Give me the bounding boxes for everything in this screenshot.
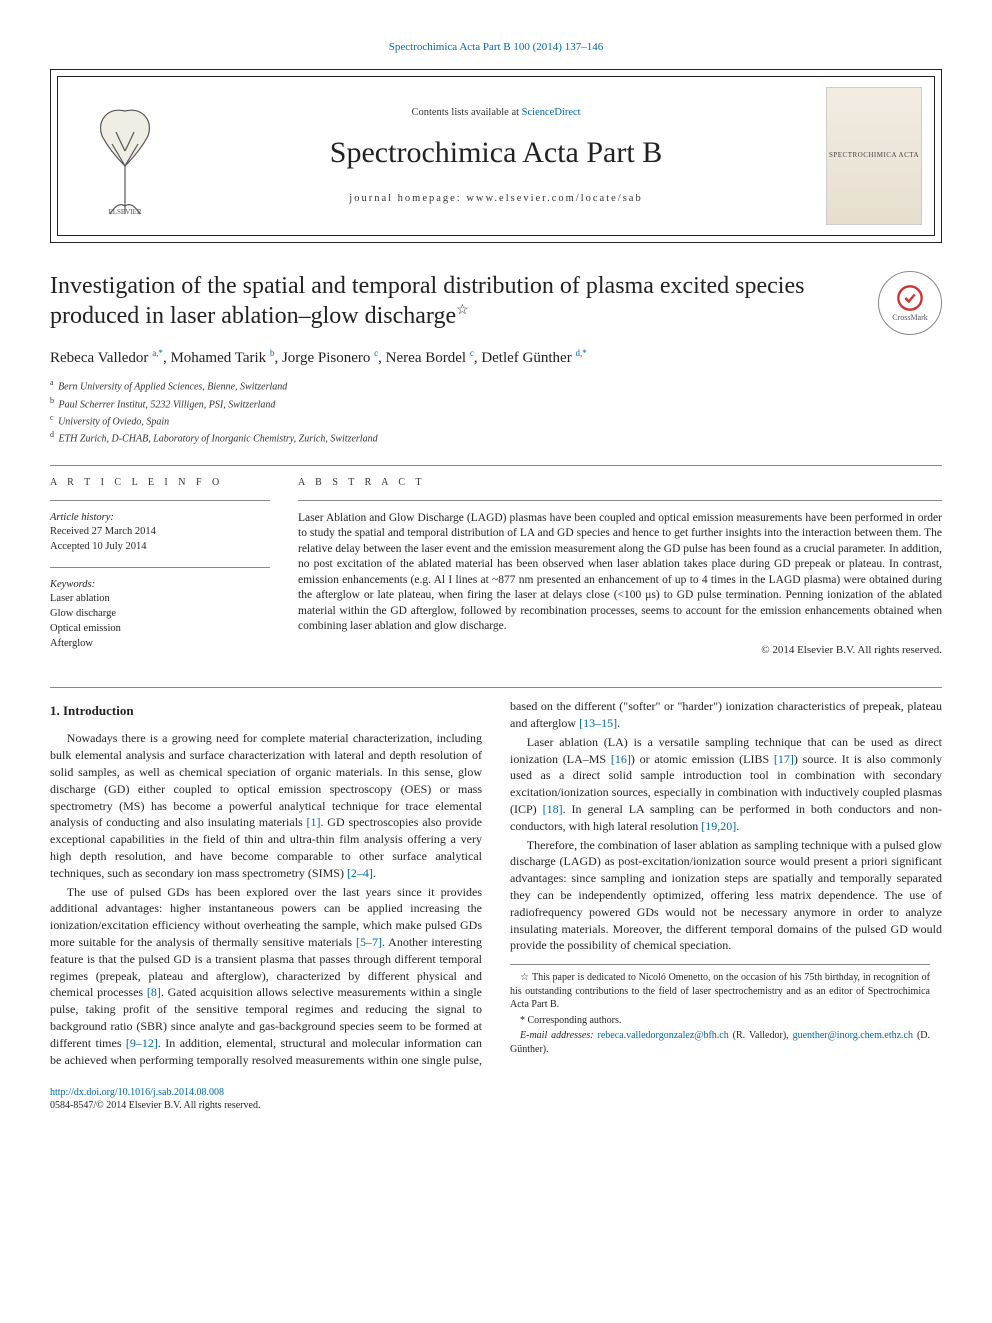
keyword-item: Glow discharge (50, 607, 270, 622)
keyword-item: Laser ablation (50, 592, 270, 607)
title-footnote-star: ☆ (456, 303, 469, 318)
abstract-text: Laser Ablation and Glow Discharge (LAGD)… (298, 511, 942, 635)
article-history-label: Article history: (50, 511, 270, 526)
paragraph: Therefore, the combination of laser abla… (510, 837, 942, 955)
doi-link[interactable]: http://dx.doi.org/10.1016/j.sab.2014.08.… (50, 1087, 224, 1098)
reference-link[interactable]: [19,20] (701, 819, 736, 833)
reference-link[interactable]: [17] (774, 752, 794, 766)
body-two-column: 1. Introduction Nowadays there is a grow… (50, 698, 942, 1068)
article-title: Investigation of the spatial and tempora… (50, 271, 830, 331)
cover-label: SPECTROCHIMICA ACTA (829, 151, 919, 161)
reference-link[interactable]: [9–12] (126, 1036, 158, 1050)
dedication-text: This paper is dedicated to Nicoló Omenet… (510, 972, 930, 1010)
paragraph: Nowadays there is a growing need for com… (50, 730, 482, 881)
svg-text:ELSEVIER: ELSEVIER (108, 208, 141, 216)
citation-header: Spectrochimica Acta Part B 100 (2014) 13… (50, 40, 942, 55)
divider-rule (50, 465, 942, 466)
reference-link[interactable]: [16] (611, 752, 631, 766)
elsevier-logo: ELSEVIER (70, 87, 180, 225)
journal-cover-thumbnail: SPECTROCHIMICA ACTA (826, 87, 922, 225)
footnotes-block: ☆ This paper is dedicated to Nicoló Omen… (510, 964, 930, 1056)
reference-link[interactable]: [2–4] (347, 866, 373, 880)
keywords-label: Keywords: (50, 578, 270, 593)
paragraph: Laser ablation (LA) is a versatile sampl… (510, 734, 942, 835)
email-link-2[interactable]: guenther@inorg.chem.ethz.ch (793, 1030, 913, 1041)
keyword-item: Afterglow (50, 637, 270, 652)
elsevier-tree-icon: ELSEVIER (80, 96, 170, 216)
article-info-column: A R T I C L E I N F O Article history: R… (50, 476, 270, 664)
received-date: Received 27 March 2014 (50, 525, 270, 540)
journal-homepage-url[interactable]: www.elsevier.com/locate/sab (466, 193, 642, 204)
issn-copyright-line: 0584-8547/© 2014 Elsevier B.V. All right… (50, 1100, 260, 1111)
citation-link[interactable]: Spectrochimica Acta Part B 100 (2014) 13… (389, 41, 603, 53)
reference-link[interactable]: [1] (307, 815, 321, 829)
article-info-heading: A R T I C L E I N F O (50, 476, 270, 490)
email-who-1: (R. Valledor), (733, 1030, 789, 1041)
section-1-heading: 1. Introduction (50, 702, 482, 720)
reference-link[interactable]: [13–15] (579, 716, 617, 730)
reference-link[interactable]: [8] (147, 985, 161, 999)
accepted-date: Accepted 10 July 2014 (50, 540, 270, 555)
authors-line: Rebeca Valledor a,*, Mohamed Tarik b, Jo… (50, 347, 942, 369)
doi-block: http://dx.doi.org/10.1016/j.sab.2014.08.… (50, 1086, 942, 1112)
abstract-heading: A B S T R A C T (298, 476, 942, 490)
reference-link[interactable]: [5–7] (356, 935, 382, 949)
contents-lists-line: Contents lists available at ScienceDirec… (198, 106, 794, 121)
journal-header-band: ELSEVIER Contents lists available at Sci… (50, 69, 942, 243)
corresponding-label: Corresponding authors. (528, 1015, 622, 1026)
keyword-item: Optical emission (50, 622, 270, 637)
affiliations-block: a Bern University of Applied Sciences, B… (50, 377, 942, 446)
sciencedirect-link[interactable]: ScienceDirect (522, 107, 581, 118)
abstract-column: A B S T R A C T Laser Ablation and Glow … (298, 476, 942, 664)
reference-link[interactable]: [18] (543, 802, 563, 816)
email-addresses-label: E-mail addresses: (520, 1030, 594, 1041)
dedication-star-icon: ☆ (520, 972, 529, 983)
journal-name: Spectrochimica Acta Part B (198, 132, 794, 174)
journal-homepage-line: journal homepage: www.elsevier.com/locat… (198, 192, 794, 207)
corresponding-star-icon: * (520, 1015, 525, 1026)
keywords-list: Laser ablationGlow dischargeOptical emis… (50, 592, 270, 651)
crossmark-badge[interactable]: CrossMark (878, 271, 942, 335)
crossmark-icon (896, 284, 924, 312)
email-link-1[interactable]: rebeca.valledorgonzalez@bfh.ch (598, 1030, 729, 1041)
abstract-copyright: © 2014 Elsevier B.V. All rights reserved… (298, 643, 942, 658)
